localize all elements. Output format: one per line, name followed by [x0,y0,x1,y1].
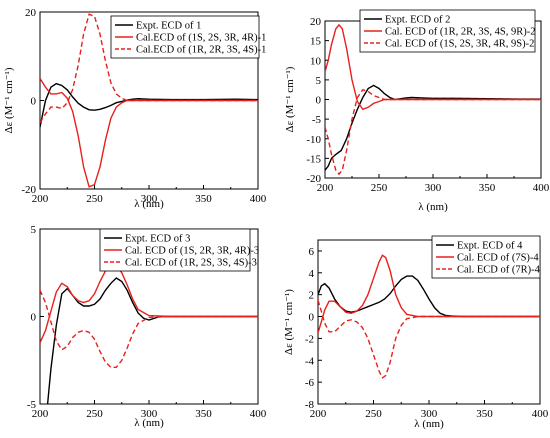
x-tick-label: 200 [317,182,334,194]
x-tick-label: 300 [141,408,158,420]
x-tick-label: 400 [533,182,550,194]
x-tick-label: 250 [86,193,103,205]
x-tick-label: 250 [371,182,388,194]
legend-label: Expt. ECD of 4 [457,241,523,252]
y-tick-label: -4 [305,355,315,367]
x-tick-label: 400 [250,408,267,420]
y-tick-label: -5 [312,114,322,126]
legend-label: Cal. ECD of (1S, 2R, 3R, 4R)-3 [125,246,259,257]
x-tick-label: 400 [250,193,267,205]
legend-label: Cal. ECD of (1R, 2R, 3S, 4S, 9R)-2 [385,27,536,38]
series-line-3 [40,13,258,123]
x-tick-label: 200 [32,408,49,420]
y-tick-label: -20 [306,173,321,185]
y-tick-label: -2 [305,333,314,345]
x-tick-label: 250 [86,408,103,420]
x-axis-title: λ (nm) [414,418,444,430]
y-tick-label: 2 [309,290,315,302]
legend-label: Cal.ECD of (1R, 2R, 3S, 4S)-1 [136,45,266,56]
legend-label: Expt. ECD of 3 [125,234,190,245]
x-tick-label: 350 [476,408,493,420]
y-tick-label: 15 [310,36,322,48]
x-tick-label: 200 [310,408,327,420]
series-line-2 [318,254,540,334]
series-line-3 [40,290,258,368]
y-tick-label: 20 [25,7,37,19]
legend-label: Expt. ECD of 1 [136,21,201,32]
x-tick-label: 300 [141,193,158,205]
legend-label: Cal. ECD of (1S, 2S, 3R, 4R, 9S)-2 [385,39,534,50]
series-line-1 [40,82,258,128]
x-axis-title: λ (nm) [134,417,164,429]
series-line-3 [325,88,541,176]
series-line-3 [318,299,540,379]
y-axis-title: Δε (M⁻¹ cm⁻¹) [284,66,296,132]
chart-panel-4: 200 250 300 350 400 6 4 2 0 -2 -4 -6 -8 λ (nm) Δε (M⁻¹… [283,235,549,430]
x-tick-label: 400 [532,408,549,420]
x-tick-label: 200 [32,193,49,205]
series-line-2 [40,78,258,188]
y-axis-title: Δε (M⁻¹ cm⁻¹) [3,67,15,133]
chart-panel-2: 200 250 300 350 400 20 15 10 5 0 -5 -10 -15 -20 λ (nm)… [284,9,550,213]
x-tick-label: 250 [365,408,382,420]
x-tick-label: 300 [421,408,438,420]
series-line-1 [318,275,540,318]
y-tick-label: 5 [316,75,322,87]
y-tick-label: -5 [27,399,37,411]
y-tick-label: -10 [306,134,321,146]
legend-box [99,228,251,272]
y-tick-label: 10 [310,55,322,67]
x-axis-title: λ (nm) [418,201,448,213]
x-tick-label: 350 [479,182,496,194]
y-tick-label: -6 [305,377,315,389]
x-tick-label: 350 [195,193,212,205]
legend-box [359,9,536,53]
y-tick-label: 0 [309,312,315,324]
legend-label: Cal. ECD of (7S)-4 [457,253,539,264]
x-tick-label: 350 [195,408,212,420]
y-tick-label: 0 [31,96,37,108]
y-tick-label: 6 [309,246,315,258]
series-line-2 [40,265,258,344]
legend-label: Cal. ECD of (7R)-4 [457,265,541,276]
y-tick-label: 0 [316,95,322,107]
y-tick-label: -20 [21,184,36,196]
legend-label: Expt. ECD of 2 [385,15,450,26]
legend-label: Cal. ECD of (1R, 2S, 3S, 4S)-3 [125,258,257,269]
y-axis-title: Δε (M⁻¹ cm⁻¹) [283,289,295,355]
y-tick-label: -15 [306,153,321,165]
x-tick-label: 300 [425,182,442,194]
x-axis-title: λ (nm) [134,198,164,210]
series-line-1 [46,277,258,404]
legend-box [110,15,260,59]
legend-label: Cal.ECD of (1S, 2S, 3R, 4R)-1 [136,33,266,44]
y-tick-label: 5 [31,224,37,236]
y-tick-label: 0 [31,312,37,324]
y-tick-label: 20 [310,16,322,28]
series-line-1 [325,84,541,171]
y-tick-label: 4 [309,268,315,280]
y-tick-label: -8 [305,399,315,411]
